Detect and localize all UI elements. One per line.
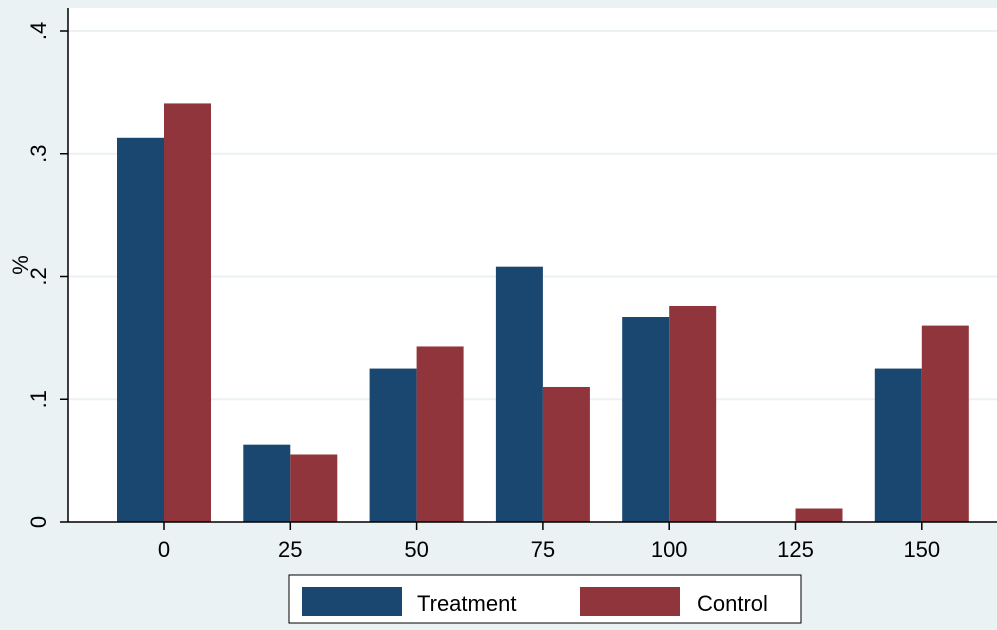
y-tick-label: .3 (26, 145, 51, 163)
bar-treatment-100 (622, 317, 670, 522)
bar-control-100 (669, 305, 717, 522)
legend-swatch-treatment (302, 587, 402, 616)
bar-control-75 (542, 386, 590, 522)
bars (117, 103, 969, 523)
x-tick-label: 0 (158, 537, 170, 562)
x-axis-ticks: 0 25 50 75 100 125 150 (158, 522, 940, 562)
x-tick-label: 125 (777, 537, 814, 562)
x-tick-label: 50 (404, 537, 428, 562)
x-tick-label: 25 (278, 537, 302, 562)
y-axis-label: % (8, 255, 33, 275)
bar-treatment-50 (369, 368, 417, 522)
y-axis-ticks: 0 .1 .2 .3 .4 (26, 22, 68, 528)
bar-control-25 (290, 454, 338, 522)
y-tick-label: .1 (26, 390, 51, 408)
bar-control-150 (921, 325, 969, 522)
y-tick-label: .2 (26, 267, 51, 285)
bar-treatment-25 (243, 444, 291, 522)
x-tick-label: 75 (531, 537, 555, 562)
legend: Treatment Control (288, 574, 802, 624)
bar-treatment-75 (495, 266, 543, 522)
x-tick-label: 150 (903, 537, 940, 562)
bar-treatment-150 (874, 368, 922, 522)
bar-control-125 (795, 508, 843, 522)
bar-control-50 (416, 346, 464, 522)
x-tick-label: 100 (651, 537, 688, 562)
legend-label-control: Control (697, 591, 768, 616)
bar-treatment-0 (117, 137, 164, 523)
y-tick-label: .4 (26, 22, 51, 40)
y-tick-label: 0 (26, 516, 51, 528)
legend-label-treatment: Treatment (417, 591, 516, 616)
bar-control-0 (164, 103, 211, 523)
legend-swatch-control (580, 587, 680, 616)
